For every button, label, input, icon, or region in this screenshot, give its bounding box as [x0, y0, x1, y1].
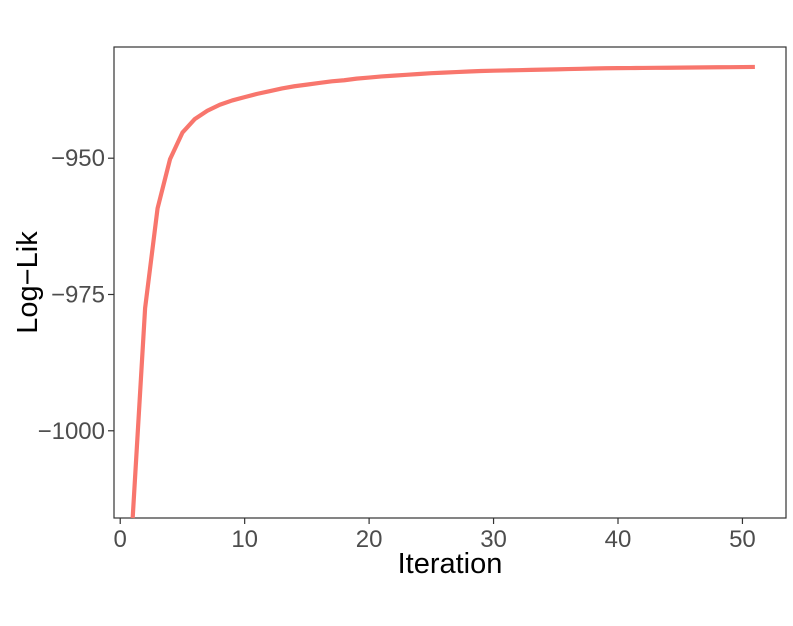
- log-likelihood-line: [130, 64, 755, 519]
- y-axis-title: Log−Lik: [12, 231, 44, 334]
- y-tick-label: −975: [51, 281, 105, 308]
- x-tick-label: 10: [231, 526, 258, 553]
- x-axis-title: Iteration: [398, 548, 503, 580]
- x-tick-label: 20: [356, 526, 383, 553]
- x-tick-label: 50: [729, 526, 756, 553]
- x-tick-label: 0: [114, 526, 127, 553]
- x-tick-label: 40: [605, 526, 632, 553]
- y-tick-label: −1000: [38, 418, 105, 445]
- y-axis-ticks: −1000 −975 −950: [38, 145, 114, 445]
- plot-panel-border: [113, 46, 787, 519]
- x-axis-ticks: 0 10 20 30 40 50: [114, 518, 756, 553]
- x-tick-label: 30: [480, 526, 507, 553]
- y-tick-label: −950: [51, 145, 105, 172]
